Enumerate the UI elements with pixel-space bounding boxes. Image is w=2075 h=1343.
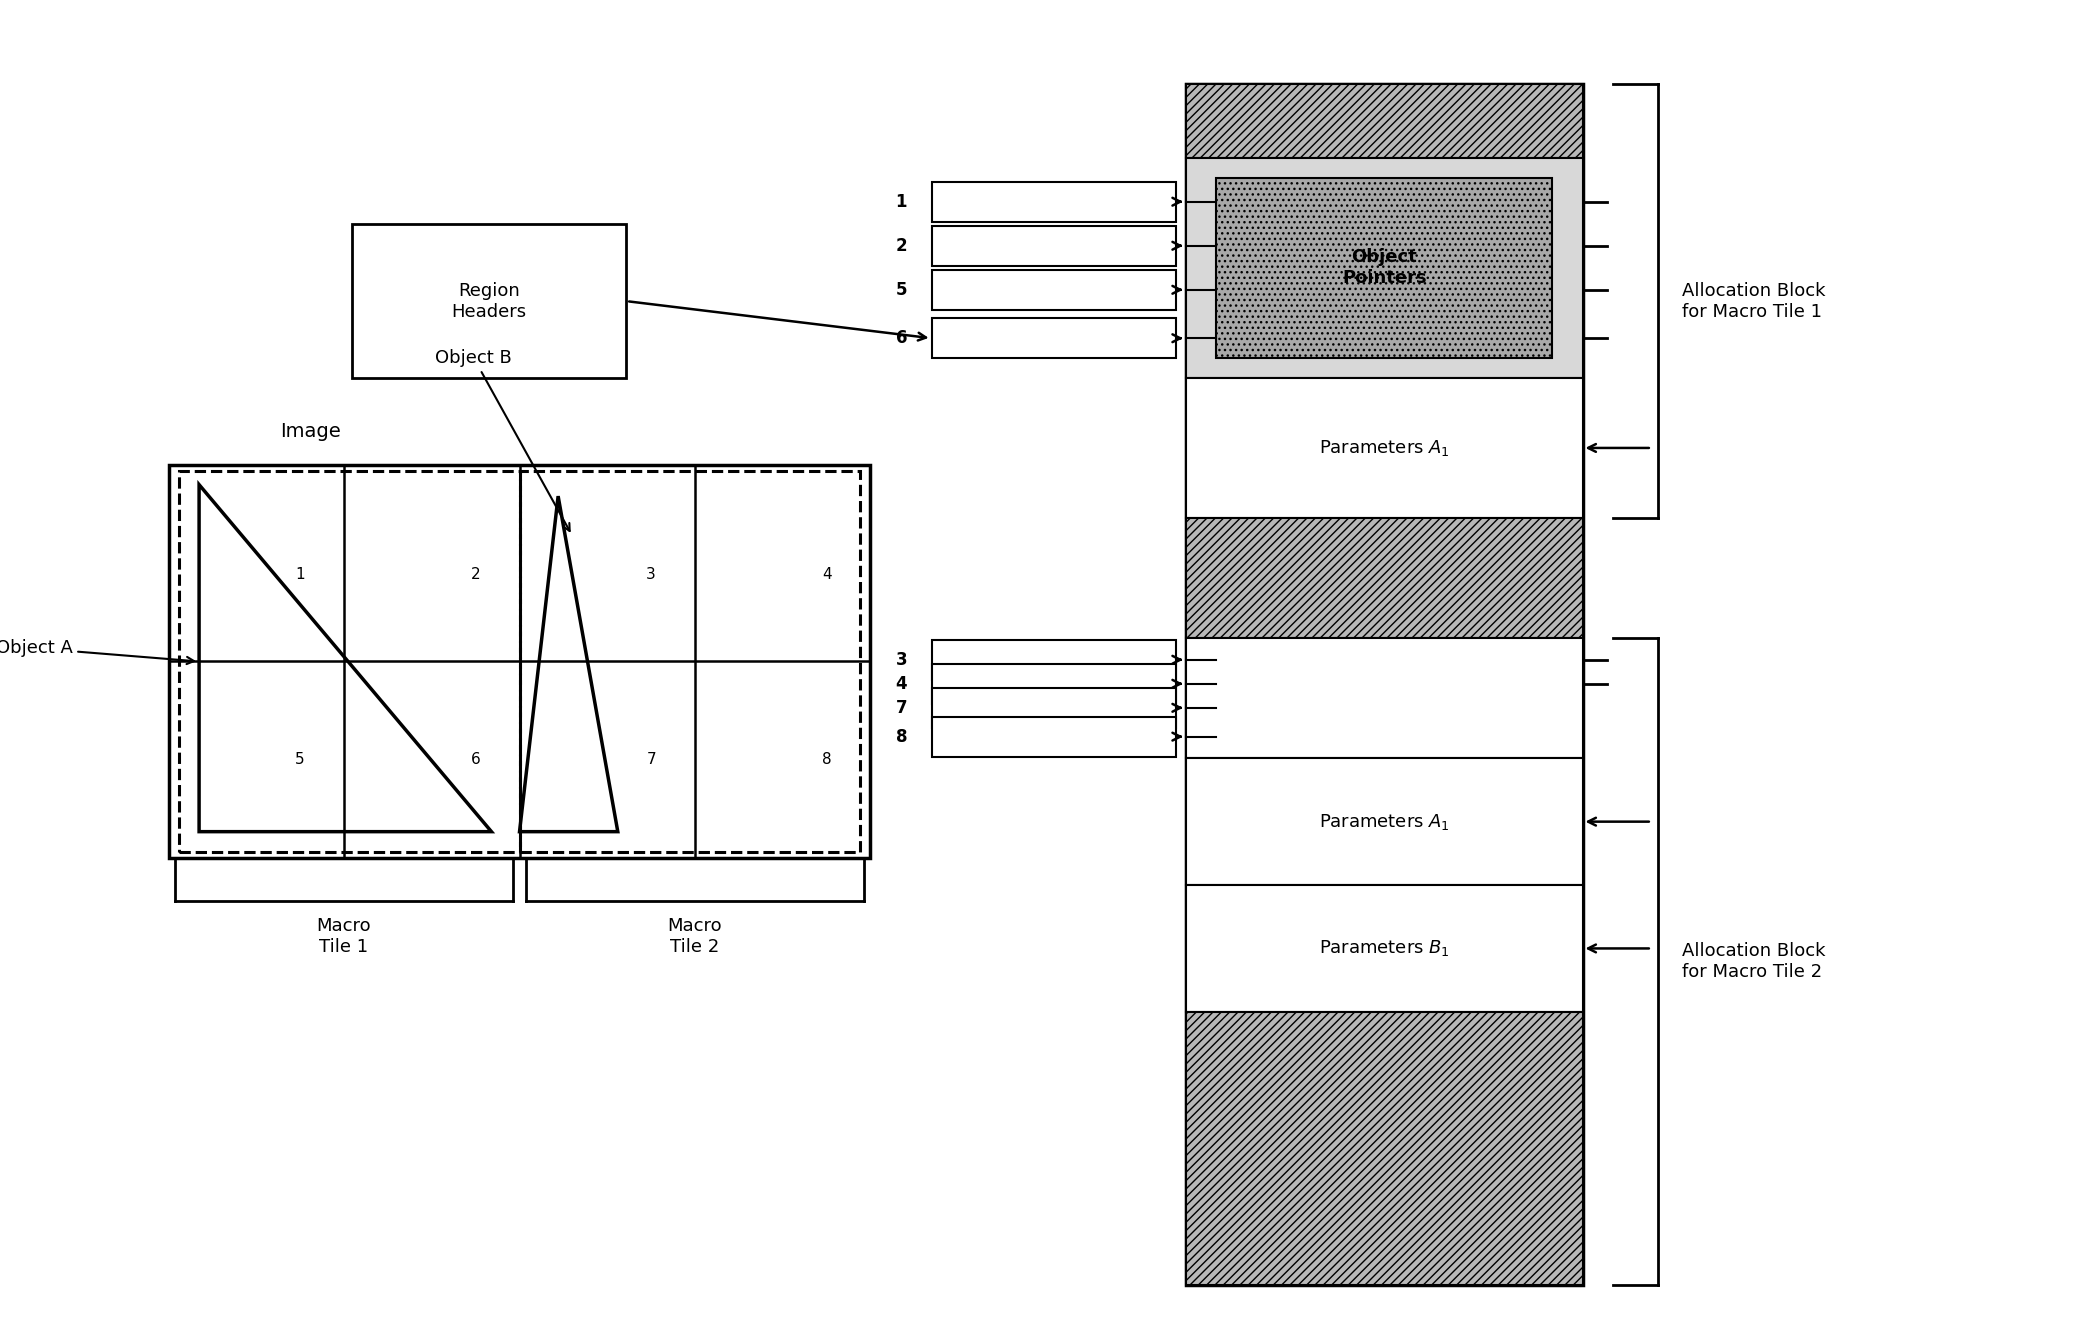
Text: Allocation Block
for Macro Tile 1: Allocation Block for Macro Tile 1 xyxy=(1683,282,1826,321)
Bar xyxy=(1185,1011,1583,1285)
Text: Macro
Tile 2: Macro Tile 2 xyxy=(668,917,722,956)
Text: 4: 4 xyxy=(896,674,907,693)
Text: 1: 1 xyxy=(295,567,305,583)
Text: Allocation Block
for Macro Tile 2: Allocation Block for Macro Tile 2 xyxy=(1683,943,1826,982)
Bar xyxy=(1185,157,1583,377)
Bar xyxy=(1185,885,1583,1011)
Bar xyxy=(519,471,861,851)
Bar xyxy=(1185,759,1583,885)
Text: 3: 3 xyxy=(645,567,656,583)
Bar xyxy=(932,226,1177,266)
Text: 3: 3 xyxy=(896,651,907,669)
Text: Object B: Object B xyxy=(436,349,571,530)
Text: Image: Image xyxy=(280,422,340,441)
Bar xyxy=(932,270,1177,310)
Bar xyxy=(932,717,1177,756)
Text: 5: 5 xyxy=(896,281,907,298)
Bar xyxy=(932,181,1177,222)
Text: Parameters $A_1$: Parameters $A_1$ xyxy=(1320,811,1450,831)
Text: 6: 6 xyxy=(896,329,907,348)
Bar xyxy=(1185,85,1583,157)
Text: Parameters $B_1$: Parameters $B_1$ xyxy=(1320,939,1450,959)
Text: 4: 4 xyxy=(822,567,832,583)
Bar xyxy=(1185,85,1583,1285)
Bar xyxy=(932,318,1177,359)
Bar xyxy=(932,639,1177,680)
Text: Parameters $A_1$: Parameters $A_1$ xyxy=(1320,438,1450,458)
Text: 2: 2 xyxy=(896,236,907,255)
Bar xyxy=(1185,638,1583,759)
Text: Object A: Object A xyxy=(0,639,193,663)
Text: 1: 1 xyxy=(896,192,907,211)
Text: 5: 5 xyxy=(295,752,305,767)
Bar xyxy=(932,663,1177,704)
Text: Object
Pointers: Object Pointers xyxy=(1343,248,1426,287)
Bar xyxy=(1185,518,1583,638)
Text: 8: 8 xyxy=(822,752,832,767)
Text: 2: 2 xyxy=(471,567,481,583)
Bar xyxy=(1185,377,1583,518)
Bar xyxy=(351,224,627,377)
Text: Region
Headers: Region Headers xyxy=(452,282,527,321)
Bar xyxy=(168,465,872,858)
Text: Macro
Tile 1: Macro Tile 1 xyxy=(317,917,371,956)
Bar xyxy=(178,471,519,851)
Text: 7: 7 xyxy=(896,698,907,717)
Text: 7: 7 xyxy=(645,752,656,767)
Bar xyxy=(1216,177,1552,357)
Text: 8: 8 xyxy=(896,728,907,745)
Bar xyxy=(932,688,1177,728)
Text: 6: 6 xyxy=(471,752,481,767)
